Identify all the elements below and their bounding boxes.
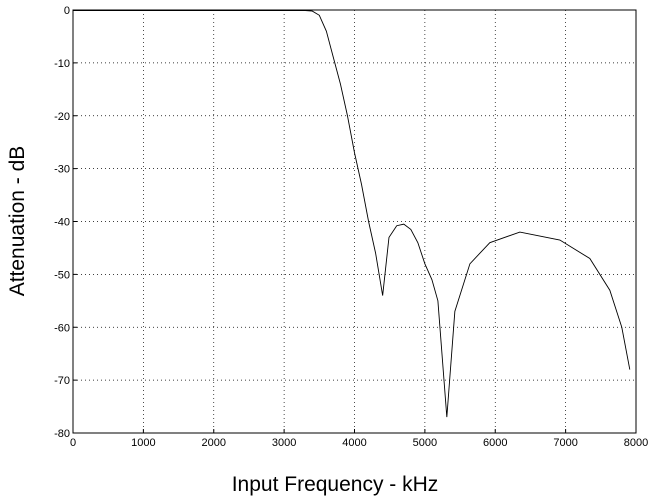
x-tick-label: 2000 (202, 437, 226, 449)
y-tick-label: -70 (54, 375, 70, 387)
x-tick-label: 1000 (131, 437, 155, 449)
y-tick-label: -10 (54, 58, 70, 70)
plot-frame (72, 9, 637, 434)
x-axis-label: Input Frequency - kHz (232, 473, 439, 496)
y-tick-label: -80 (54, 428, 70, 440)
y-tick-label: -60 (54, 322, 70, 334)
x-tick-label: 5000 (413, 437, 437, 449)
x-tick-label: 3000 (272, 437, 296, 449)
y-tick-label: -30 (54, 164, 70, 176)
y-axis-label: Attenuation - dB (6, 146, 29, 297)
x-tick-label: 0 (70, 437, 76, 449)
y-tick-label: -40 (54, 217, 70, 229)
data-line (73, 10, 631, 418)
x-tick-label: 7000 (553, 437, 577, 449)
x-tick-label: 8000 (624, 437, 648, 449)
x-tick-label: 4000 (342, 437, 366, 449)
y-tick-label: -50 (54, 269, 70, 281)
x-tick-label: 6000 (483, 437, 507, 449)
y-tick-label: -20 (54, 111, 70, 123)
y-tick-label: 0 (64, 5, 70, 17)
